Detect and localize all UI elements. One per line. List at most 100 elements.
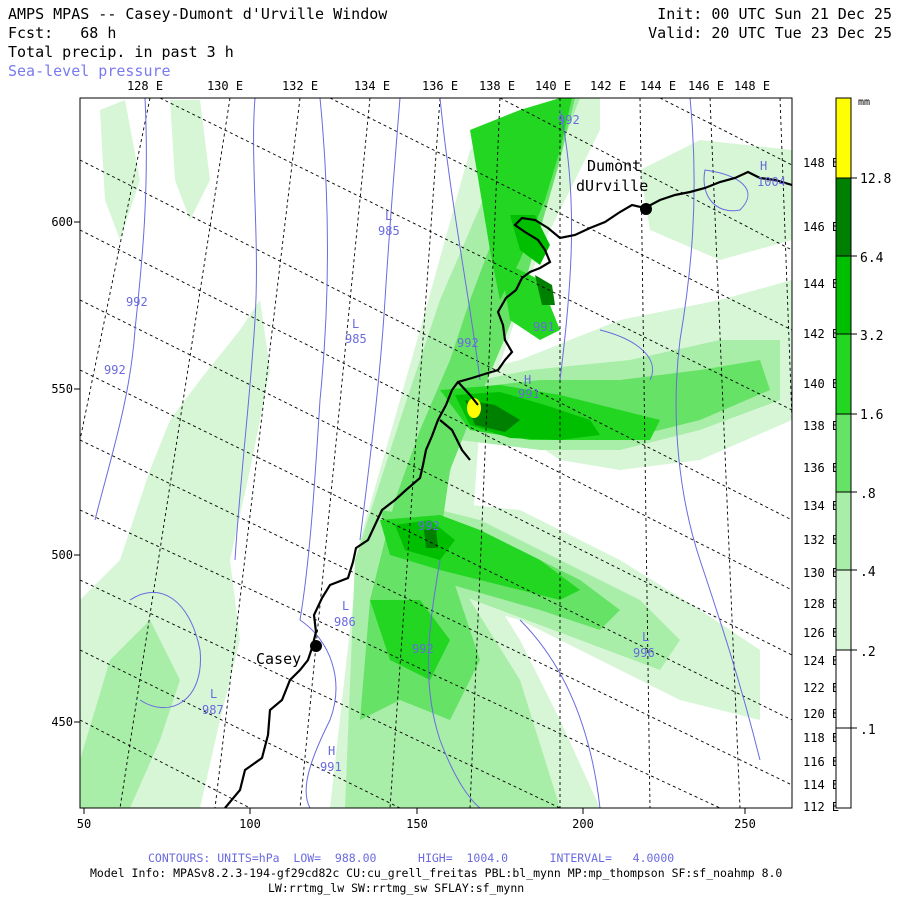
y-axis-label: 600 — [51, 215, 73, 229]
pressure-center-value: 991 — [518, 387, 540, 401]
right-lon-label: 118 E — [803, 731, 839, 745]
top-lon-labels: 128 E 130 E 132 E 134 E 136 E 138 E 140 … — [127, 79, 770, 93]
right-lon-label: 114 E — [803, 778, 839, 792]
top-lon-label: 140 E — [535, 79, 571, 93]
x-axis-labels: 50 100 150 200 250 — [77, 817, 756, 831]
colorbar-label: .8 — [860, 487, 876, 502]
colorbar-label: .1 — [860, 723, 876, 738]
right-lon-label: 120 E — [803, 707, 839, 721]
right-lon-label: 112 E — [803, 800, 839, 814]
contour-label: 992 — [104, 363, 126, 377]
right-lon-label: 138 E — [803, 419, 839, 433]
forecast-hour: Fcst: 68 h — [8, 24, 117, 42]
colorbar-swatch — [836, 650, 851, 728]
top-lon-label: 128 E — [127, 79, 163, 93]
pressure-center-value: 986 — [334, 615, 356, 629]
coastline — [224, 170, 792, 808]
pressure-center-value: 985 — [345, 332, 367, 346]
colorbar-swatch — [836, 492, 851, 570]
colorbar: mm 12.8 6.4 3.2 1.6 .8 .4 .2 .1 — [835, 97, 891, 809]
pressure-center-value: 1004 — [757, 175, 786, 189]
colorbar-swatch — [836, 414, 851, 492]
station-labels: Casey Dumont dUrville — [256, 157, 648, 668]
right-lon-label: 116 E — [803, 755, 839, 769]
right-lon-label: 122 E — [803, 681, 839, 695]
right-lon-label: 140 E — [803, 377, 839, 391]
colorbar-swatch — [836, 178, 851, 256]
pressure-center-letter: L — [352, 317, 359, 331]
model-info-line2: LW:rrtmg_lw SW:rrtmg_sw SFLAY:sf_mynn — [268, 881, 525, 895]
top-lon-label: 130 E — [207, 79, 243, 93]
colorbar-swatch — [836, 256, 851, 334]
model-info: Model Info: MPASv8.2.3-194-gf29cd82c CU:… — [90, 866, 783, 880]
x-axis-label: 250 — [734, 817, 756, 831]
pressure-center-letter: L — [642, 630, 649, 644]
pressure-center-letter: H — [328, 744, 335, 758]
right-lon-label: 134 E — [803, 499, 839, 513]
contour-label: 992 — [418, 519, 440, 533]
top-lon-label: 138 E — [479, 79, 515, 93]
init-time: Init: 00 UTC Sun 21 Dec 25 — [657, 5, 892, 23]
colorbar-label: .4 — [860, 565, 876, 580]
contour-label: 992 — [126, 295, 148, 309]
colorbar-label: 12.8 — [860, 172, 891, 187]
colorbar-label: 1.6 — [860, 408, 883, 423]
colorbar-label: 3.2 — [860, 329, 883, 344]
overlay-name: Sea-level pressure — [8, 62, 171, 80]
pressure-center-value: 991 — [320, 760, 342, 774]
y-axis-label: 450 — [51, 715, 73, 729]
pressure-center-letter: L — [342, 599, 349, 613]
right-lon-label: 132 E — [803, 533, 839, 547]
map-frame — [79, 97, 793, 809]
x-axis-label: 150 — [406, 817, 428, 831]
right-lon-label: 148 E — [803, 156, 839, 170]
top-lon-label: 142 E — [590, 79, 626, 93]
top-lon-label: 136 E — [422, 79, 458, 93]
right-lon-label: 146 E — [803, 220, 839, 234]
right-lon-label: 130 E — [803, 566, 839, 580]
map-area — [80, 98, 792, 808]
valid-time: Valid: 20 UTC Tue 23 Dec 25 — [648, 24, 892, 42]
casey-station-dot — [310, 640, 322, 652]
y-axis-labels: 600 550 500 450 — [51, 215, 73, 729]
colorbar-swatch — [836, 570, 851, 650]
station-label-dumont: Dumont dUrville — [576, 157, 648, 195]
top-lon-label: 134 E — [354, 79, 390, 93]
x-axis-label: 50 — [77, 817, 91, 831]
station-label-casey: Casey — [256, 650, 301, 668]
right-lon-label: 124 E — [803, 654, 839, 668]
colorbar-swatch — [836, 728, 851, 808]
colorbar-label: 6.4 — [860, 251, 884, 266]
colorbar-swatch — [836, 98, 851, 178]
map-title: AMPS MPAS -- Casey-Dumont d'Urville Wind… — [8, 5, 388, 23]
right-lon-label: 128 E — [803, 597, 839, 611]
top-lon-label: 144 E — [640, 79, 676, 93]
pressure-center-value: 996 — [633, 646, 655, 660]
right-lon-label: 126 E — [803, 626, 839, 640]
contour-label: 992 — [457, 336, 479, 350]
pressure-center-letter: H — [760, 159, 767, 173]
colorbar-label: .2 — [860, 645, 876, 660]
y-axis-label: 550 — [51, 382, 73, 396]
top-lon-label: 146 E — [688, 79, 724, 93]
field-name: Total precip. in past 3 h — [8, 43, 234, 61]
slp-contours — [94, 98, 761, 808]
colorbar-unit: mm — [858, 97, 870, 108]
pressure-center-letter: L — [385, 209, 392, 223]
right-lon-label: 144 E — [803, 277, 839, 291]
colorbar-swatch — [836, 334, 851, 414]
x-axis-label: 200 — [572, 817, 594, 831]
y-axis-ticks — [74, 221, 80, 723]
pressure-labels: L 985 L 985 L 986 L 987 L 996 H 991 H 99… — [104, 113, 786, 774]
colorbar-labels: 12.8 6.4 3.2 1.6 .8 .4 .2 .1 — [860, 172, 891, 738]
dumont-station-dot — [640, 203, 652, 215]
top-lon-label: 132 E — [282, 79, 318, 93]
x-axis-label: 100 — [239, 817, 261, 831]
pressure-center-value: 985 — [378, 224, 400, 238]
x-axis-ticks — [83, 808, 746, 814]
contour-info: CONTOURS: UNITS=hPa LOW= 988.00 HIGH= 10… — [148, 851, 675, 865]
contour-label: 991 — [533, 320, 555, 334]
graticule — [80, 98, 792, 808]
contour-label: 992 — [558, 113, 580, 127]
